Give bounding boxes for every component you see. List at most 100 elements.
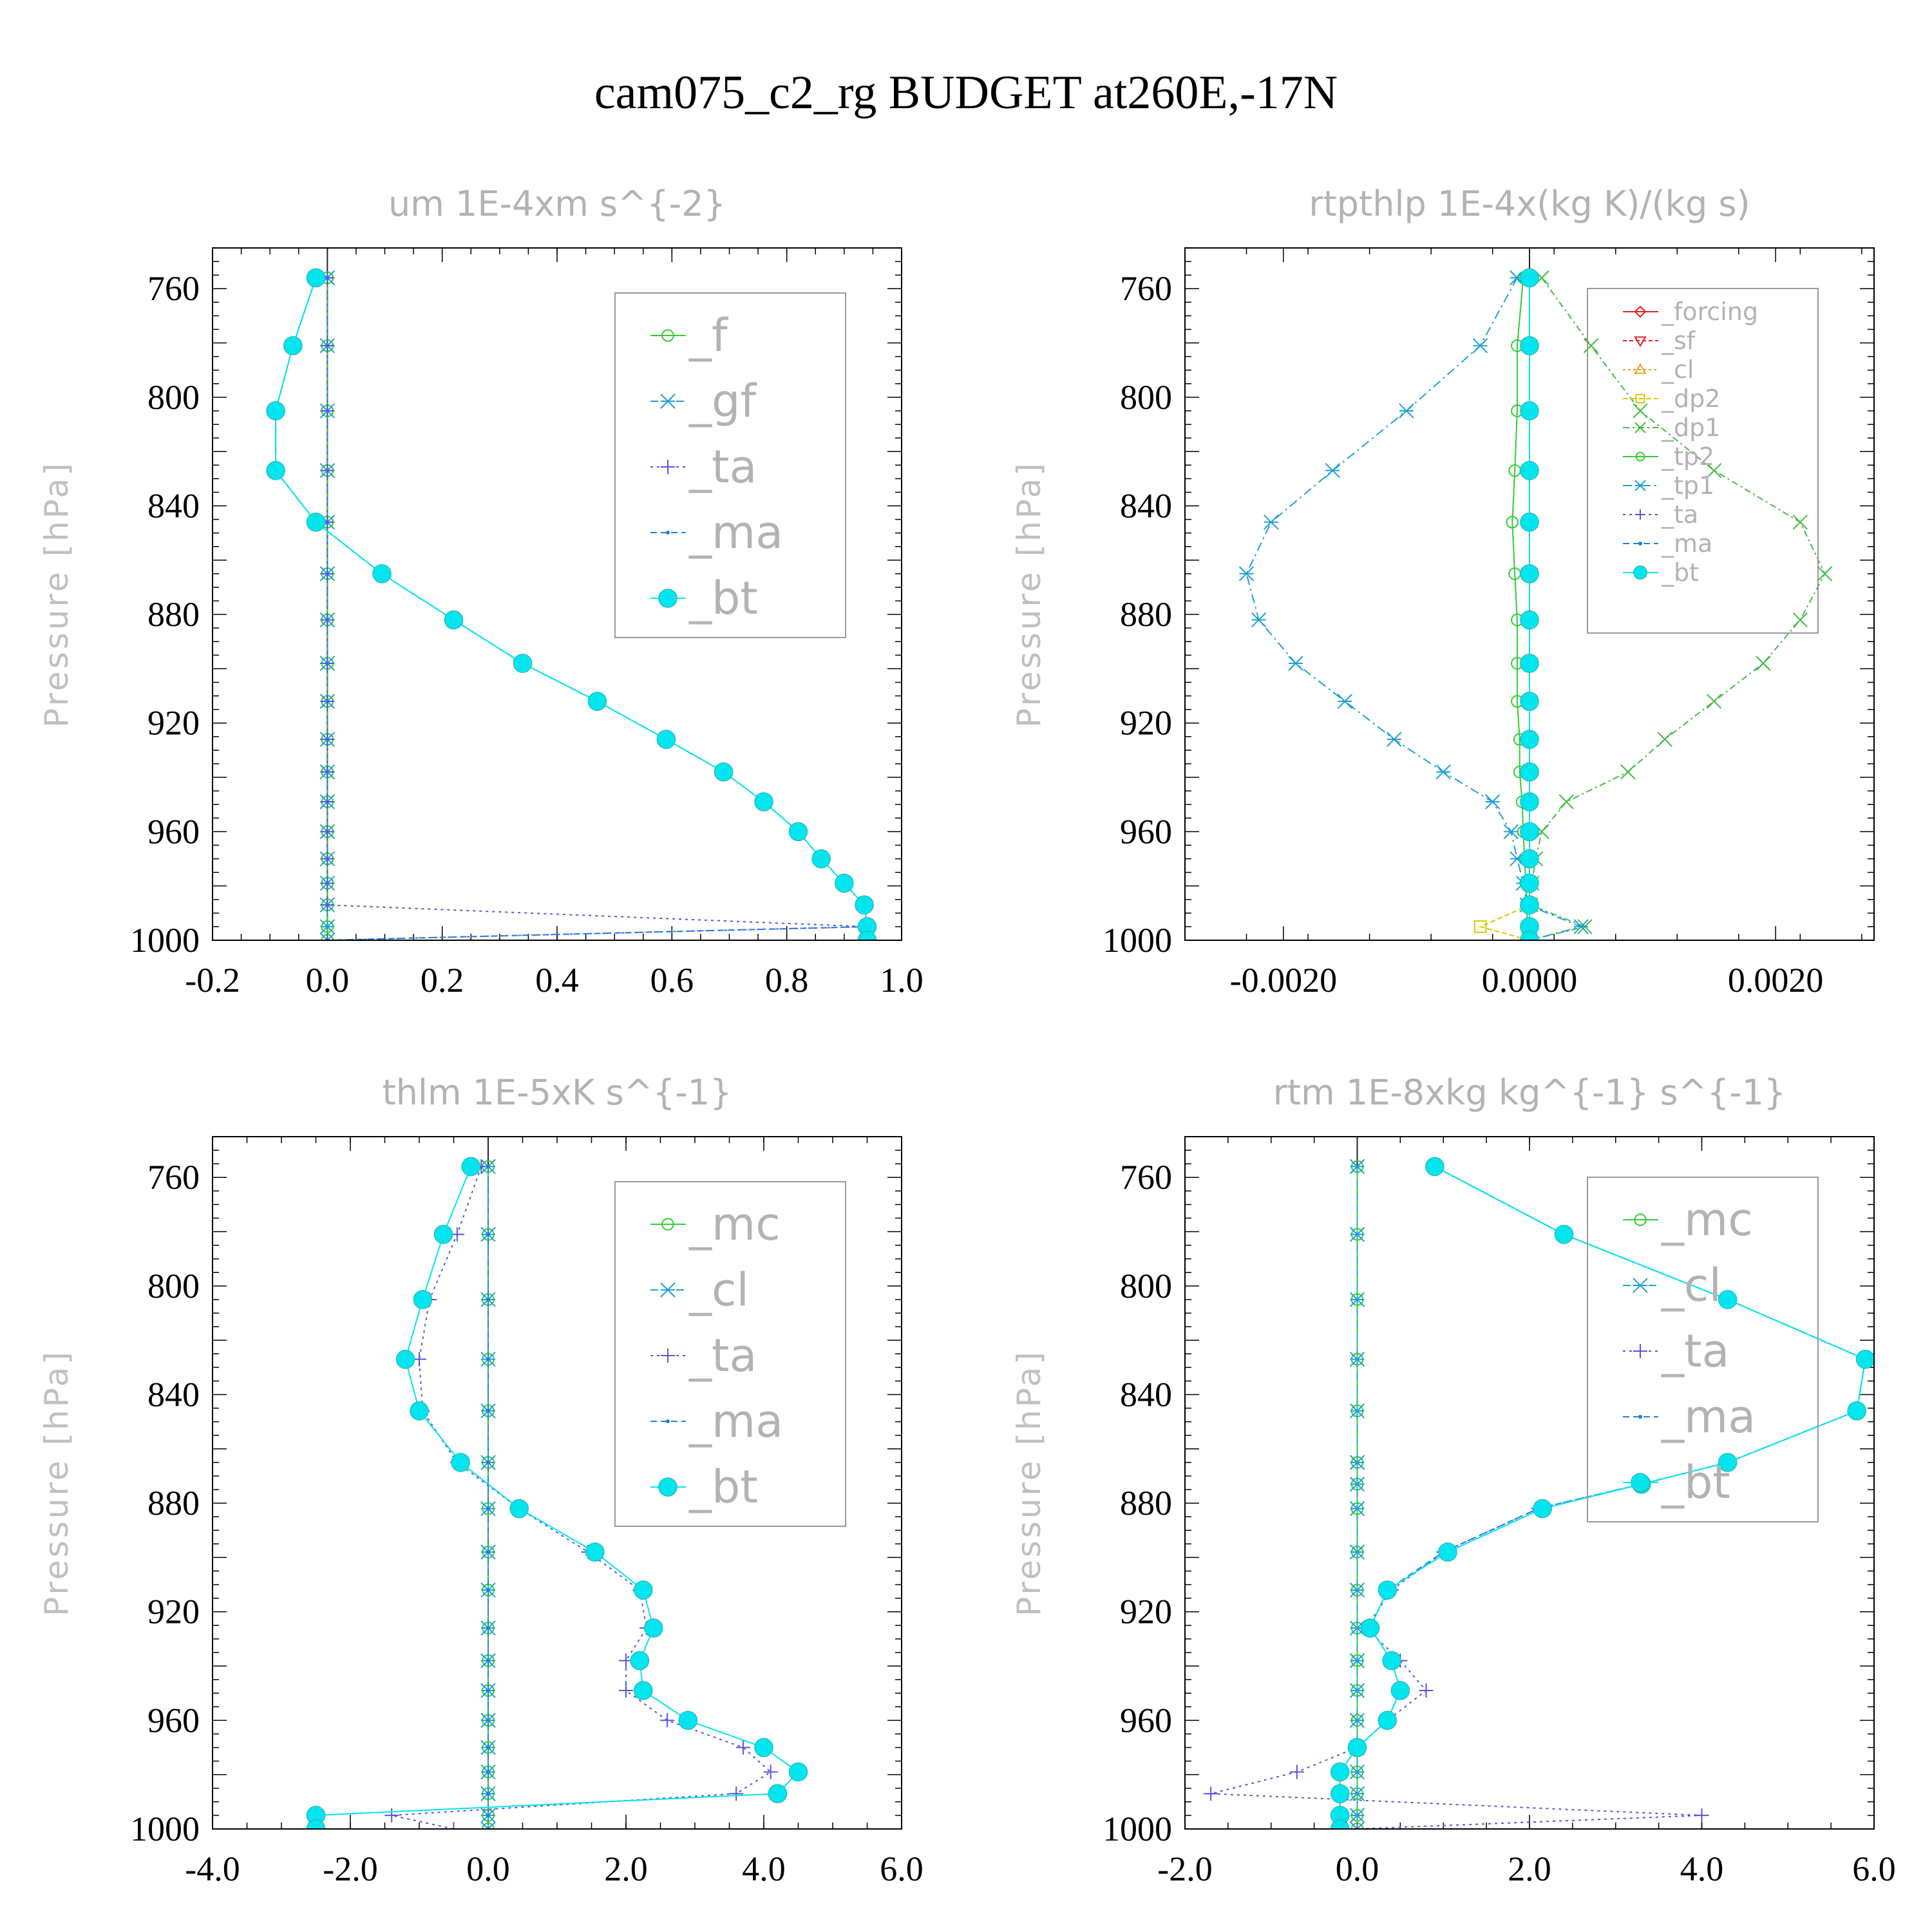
data-point [486,1297,490,1302]
data-point [1620,764,1636,780]
data-point [320,795,335,809]
y-axis-label: Pressure [hPa] [38,460,75,728]
data-point [788,1762,808,1782]
data-point [811,849,831,869]
data-point [320,694,335,709]
data-point [1325,462,1340,478]
data-point [1349,1403,1365,1419]
data-point [1657,732,1672,747]
data-point [1718,1453,1738,1472]
y-tick-label: 1000 [1103,921,1172,960]
legend-label: _cl [1661,1259,1721,1312]
y-tick-label: 840 [1120,486,1172,525]
y-tick-label: 800 [1120,378,1172,417]
data-point [1251,612,1267,628]
data-point [1573,919,1589,934]
data-point [1520,849,1539,869]
legend: _forcing_sf_cl_dp2_dp1_tp2_tp1_ta_ma_bt [1587,288,1819,634]
data-point [320,463,335,478]
data-point [384,1808,399,1823]
y-tick-label: 840 [147,486,200,525]
data-point [1503,824,1519,840]
y-tick-label: 920 [1120,704,1172,743]
data-point [678,1710,698,1730]
y-tick-label: 960 [1120,812,1172,851]
legend-marker [1633,1278,1648,1293]
data-point [461,1157,481,1177]
plot-area [1238,268,1833,940]
legend-label: _tp1 [1661,471,1714,500]
data-point [320,933,335,940]
y-tick-label: 760 [1120,269,1172,308]
plot-area [266,268,877,940]
x-tick-label: -0.0020 [1230,961,1337,999]
series-line [1210,1166,1866,1829]
data-point [1520,610,1539,630]
data-point [320,851,335,866]
y-tick-label: 800 [147,378,200,417]
legend-label: _bt [688,1461,758,1513]
x-tick-label: 0.0 [466,1850,510,1888]
data-point [1583,338,1599,354]
data-point [486,1626,490,1631]
legend-marker [1634,1213,1647,1226]
data-point [1349,1786,1365,1801]
legend-marker [1635,451,1645,462]
data-point [1347,1738,1367,1757]
y-tick-label: 840 [147,1375,200,1414]
series_tp2 [1506,271,1536,940]
series_tp1 [1238,270,1589,940]
data-point [1694,1808,1709,1823]
y-tick-label: 1000 [130,1810,200,1848]
series-line [391,1166,772,1829]
data-point [319,919,336,934]
data-point [1399,403,1414,419]
legend-marker [1634,305,1647,318]
series-line [1339,1166,1866,1829]
legend-marker [1634,336,1647,347]
data-point [410,1401,429,1421]
data-point [1472,338,1488,354]
legend: _f _gf _ta _ma _bt [614,292,846,638]
x-tick-label: 6.0 [880,1850,923,1888]
x-tick-label: 0.4 [535,961,579,999]
legend-box [614,1181,846,1527]
data-point [835,873,854,893]
data-point [433,1224,453,1244]
y-tick-label: 960 [147,812,200,851]
x-tick-label: -2.0 [323,1850,377,1888]
data-point [1349,1159,1365,1175]
legend-marker [1635,509,1645,520]
legend-label: _dp1 [1661,413,1720,442]
data-point [320,876,335,891]
y-tick-label: 880 [147,595,200,634]
legend-marker [660,1282,676,1298]
data-point [486,1745,490,1750]
legend-label: _bt [1661,1456,1730,1509]
data-point [1382,1651,1401,1671]
y-axis-label: Pressure [hPa] [38,1349,75,1616]
y-tick-label: 760 [147,269,200,308]
data-point [319,933,336,940]
y-tick-label: 880 [1120,1484,1172,1522]
y-axis-label: Pressure [hPa] [1010,460,1048,728]
data-point [1330,1784,1350,1803]
legend-label: _ma [688,506,783,559]
x-tick-label: 0.0020 [1728,961,1824,999]
legend-box [614,292,846,638]
y-tick-label: 920 [147,1593,200,1631]
legend-marker [666,1419,670,1423]
data-point [1520,336,1539,355]
legend-label: _gf [688,375,757,428]
series_dp2 [1473,271,1536,940]
legend-marker [658,589,677,608]
legend-marker [1638,1415,1642,1419]
legend: _mc _cl _ta _ma _bt [1587,1177,1819,1522]
legend-box [1587,1177,1819,1522]
panel-title: thlm 1E-5xK s^{-1} [383,1072,732,1113]
legend-label: _bt [1661,558,1699,587]
x-tick-label: 0.0000 [1482,961,1578,999]
data-point [413,1290,433,1309]
data-point [486,1232,490,1236]
data-point [1438,1542,1457,1562]
